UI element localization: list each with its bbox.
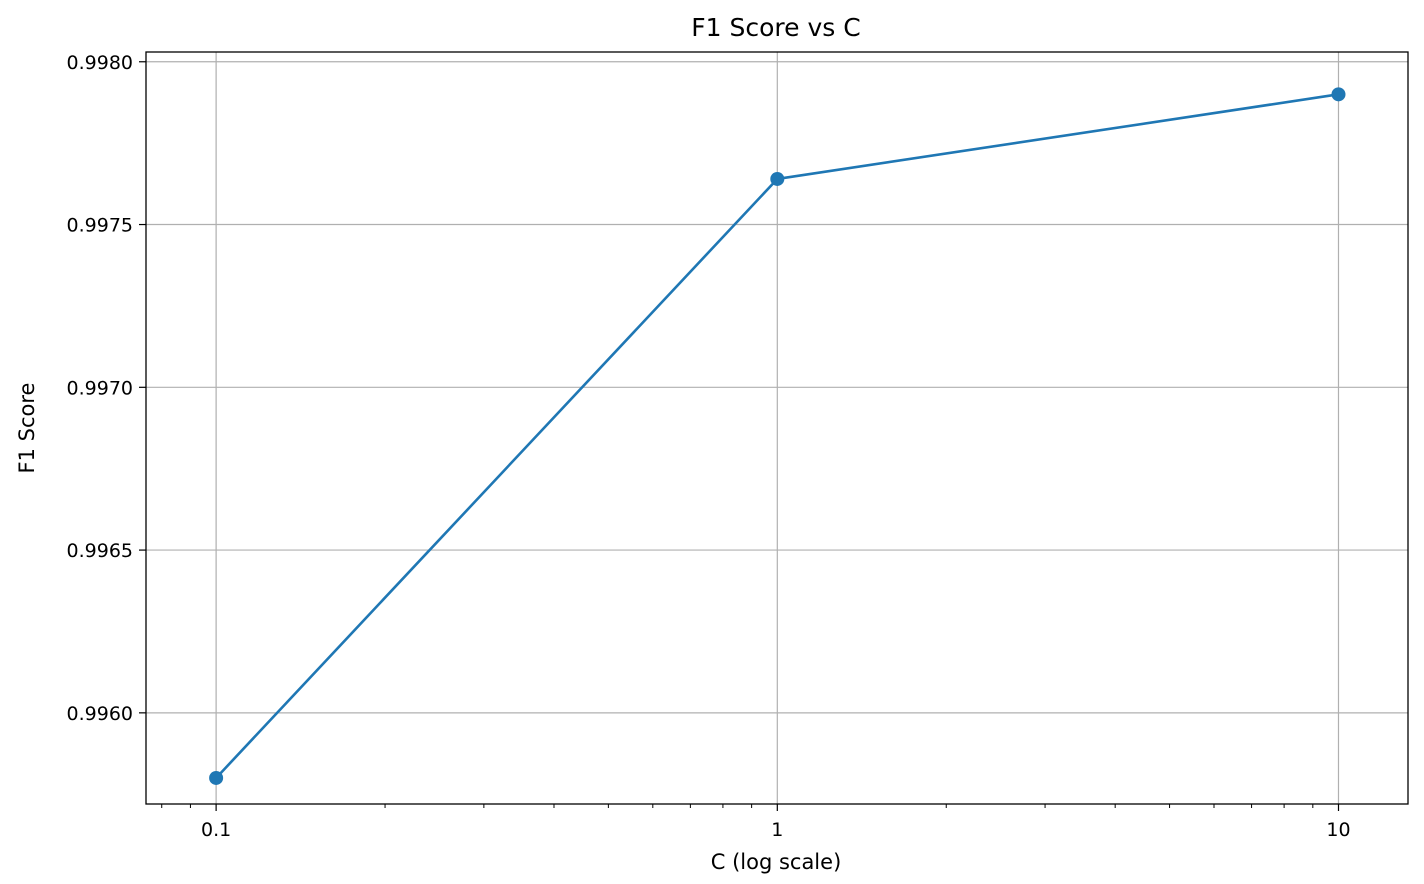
- x-tick-label: 1: [771, 819, 783, 841]
- x-minor-ticks: [161, 804, 1314, 808]
- chart-title: F1 Score vs C: [691, 13, 860, 42]
- ticks: 0.1 1 10 0.9960 0.9965 0.9970 0.9975 0.9980: [67, 52, 1351, 841]
- y-tick-label: 0.9970: [67, 377, 133, 399]
- x-tick-label: 0.1: [201, 819, 231, 841]
- x-tick-label: 10: [1326, 819, 1350, 841]
- y-tick-label: 0.9975: [67, 215, 133, 237]
- series-layer: [209, 87, 1346, 785]
- plot-frame: [145, 51, 1409, 805]
- y-tick-label: 0.9965: [67, 540, 133, 562]
- y-tick-label: 0.9980: [67, 52, 133, 74]
- data-point: [1331, 87, 1346, 102]
- x-axis-label: C (log scale): [711, 850, 842, 874]
- data-point: [209, 770, 224, 785]
- y-axis-label: F1 Score: [15, 383, 39, 474]
- data-point: [770, 171, 785, 186]
- y-tick-label: 0.9960: [67, 703, 133, 725]
